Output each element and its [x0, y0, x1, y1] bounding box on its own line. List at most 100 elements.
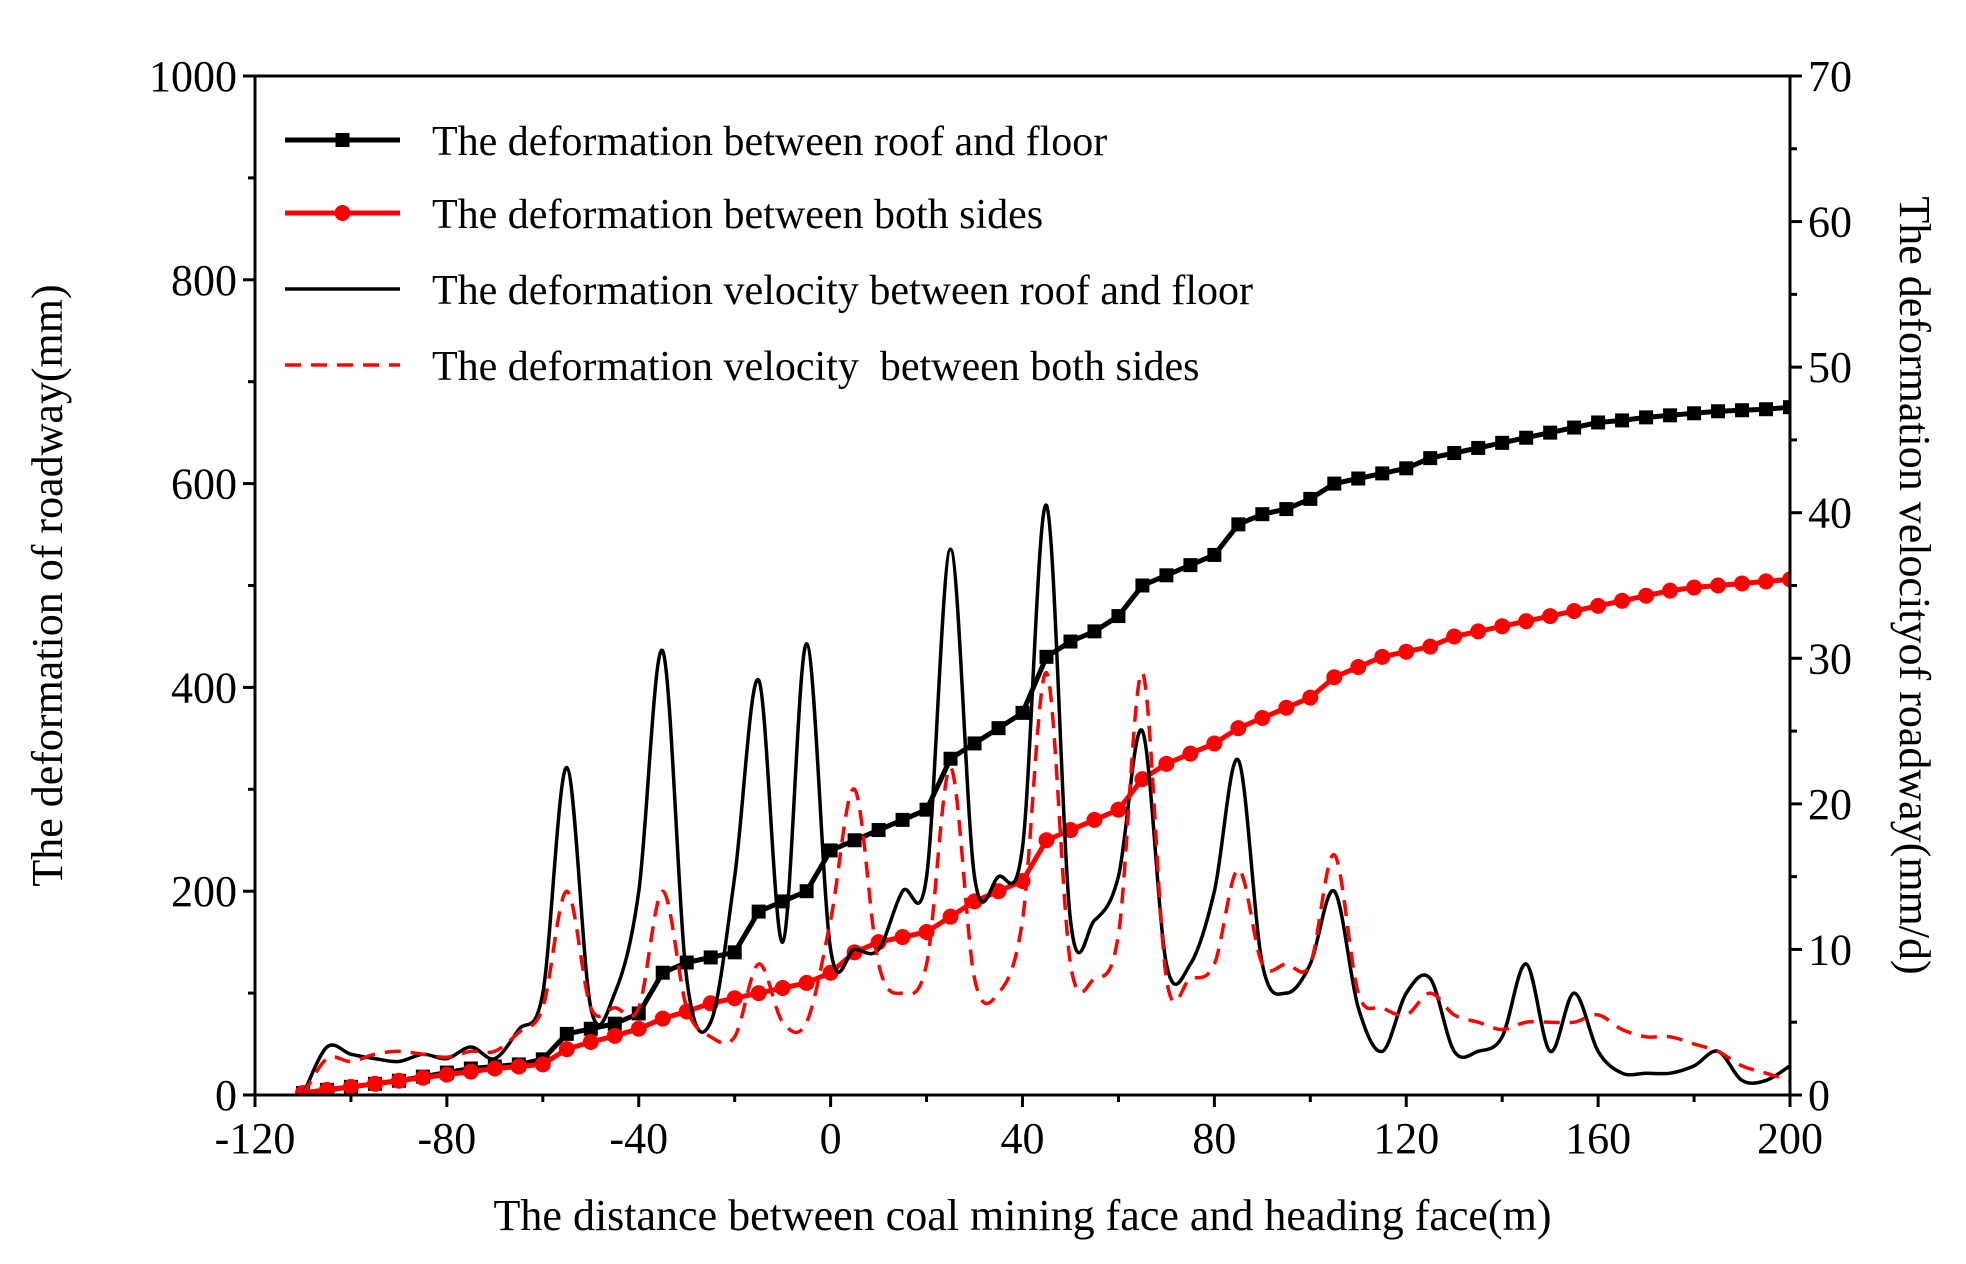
data-point — [894, 929, 911, 946]
data-point — [1758, 573, 1775, 590]
data-point — [1063, 634, 1078, 649]
legend: The deformation between roof and floor Th… — [285, 119, 1253, 390]
y2-tick-label: 20 — [1808, 780, 1852, 829]
y-tick-label: 600 — [171, 460, 237, 509]
data-point — [390, 1072, 407, 1089]
data-point — [654, 1010, 671, 1027]
data-point — [1518, 613, 1535, 630]
data-point — [1591, 415, 1606, 430]
data-point — [1423, 451, 1438, 466]
data-point — [462, 1063, 479, 1080]
data-point — [1543, 425, 1558, 440]
y-tick-label: 400 — [171, 663, 237, 712]
data-point — [1255, 507, 1270, 522]
data-point — [1350, 659, 1367, 676]
data-point — [631, 1006, 646, 1021]
data-point — [847, 833, 862, 848]
data-point — [751, 904, 766, 919]
x-tick-label: 200 — [1757, 1114, 1823, 1163]
data-point — [1254, 709, 1271, 726]
data-point — [823, 843, 838, 858]
data-point — [606, 1027, 623, 1044]
series-1 — [294, 571, 1790, 1095]
x-tick-label: 160 — [1565, 1114, 1631, 1163]
data-point — [1110, 801, 1127, 818]
y2-tick-label: 50 — [1808, 343, 1852, 392]
legend-marker — [334, 205, 351, 221]
data-point — [1566, 602, 1583, 619]
series-3 — [301, 671, 1790, 1095]
data-point — [583, 1021, 598, 1036]
data-point — [727, 945, 742, 960]
series-line — [301, 671, 1790, 1095]
y2-tick-label: 60 — [1808, 198, 1852, 247]
data-point — [1158, 755, 1175, 772]
data-point — [1735, 403, 1750, 418]
legend-label: The deformation velocity between both si… — [432, 344, 1199, 390]
data-point — [750, 985, 767, 1002]
data-point — [1111, 609, 1126, 624]
data-point — [1494, 618, 1511, 635]
data-point — [1135, 578, 1150, 593]
x-tick-label: 40 — [1001, 1114, 1045, 1163]
y-tick-label: 0 — [215, 1071, 237, 1120]
data-point — [1278, 699, 1295, 716]
data-point — [1159, 568, 1174, 583]
data-point — [607, 1016, 622, 1031]
data-point — [1303, 491, 1318, 506]
data-point — [1279, 502, 1294, 517]
data-point — [1639, 410, 1654, 425]
data-point — [1038, 832, 1055, 849]
data-point — [1422, 638, 1439, 655]
data-point — [559, 1026, 574, 1041]
data-point — [798, 974, 815, 991]
data-point — [630, 1020, 647, 1037]
data-point — [1015, 705, 1030, 720]
y2-tick-label: 30 — [1808, 634, 1852, 683]
data-point — [1327, 476, 1342, 491]
data-point — [1399, 461, 1414, 476]
data-point — [414, 1069, 431, 1086]
x-tick-label: 120 — [1373, 1114, 1439, 1163]
data-point — [342, 1078, 359, 1095]
data-point — [1470, 623, 1487, 640]
data-point — [582, 1034, 599, 1051]
data-point — [1087, 624, 1102, 639]
data-point — [1734, 575, 1751, 592]
data-point — [1759, 402, 1774, 417]
data-point — [1662, 582, 1679, 599]
data-point — [991, 721, 1006, 736]
data-point — [1638, 587, 1655, 604]
data-point — [990, 883, 1007, 900]
data-point — [871, 823, 886, 838]
y2-tick-label: 10 — [1808, 925, 1852, 974]
data-point — [486, 1060, 503, 1077]
data-point — [1471, 440, 1486, 455]
data-point — [558, 1041, 575, 1058]
data-point — [1567, 420, 1582, 435]
data-point — [1086, 811, 1103, 828]
data-point — [774, 980, 791, 997]
series-2 — [301, 503, 1790, 1095]
y-tick-label: 800 — [171, 256, 237, 305]
data-point — [799, 884, 814, 899]
x-tick-label: -40 — [609, 1114, 668, 1163]
data-point — [1495, 435, 1510, 450]
legend-label: The deformation between both sides — [432, 192, 1043, 238]
x-axis-title: The distance between coal mining face an… — [494, 1191, 1552, 1240]
data-point — [1615, 413, 1630, 428]
data-point — [703, 950, 718, 965]
x-tick-label: -80 — [418, 1114, 477, 1163]
data-point — [1446, 628, 1463, 645]
data-point — [1183, 558, 1198, 573]
data-point — [1687, 406, 1702, 421]
data-point — [1783, 400, 1790, 415]
data-point — [1710, 577, 1727, 594]
data-point — [1326, 669, 1343, 686]
data-point — [1351, 471, 1366, 486]
data-point — [1686, 579, 1703, 596]
data-point — [534, 1056, 551, 1073]
data-point — [1590, 597, 1607, 614]
data-point — [943, 751, 958, 766]
